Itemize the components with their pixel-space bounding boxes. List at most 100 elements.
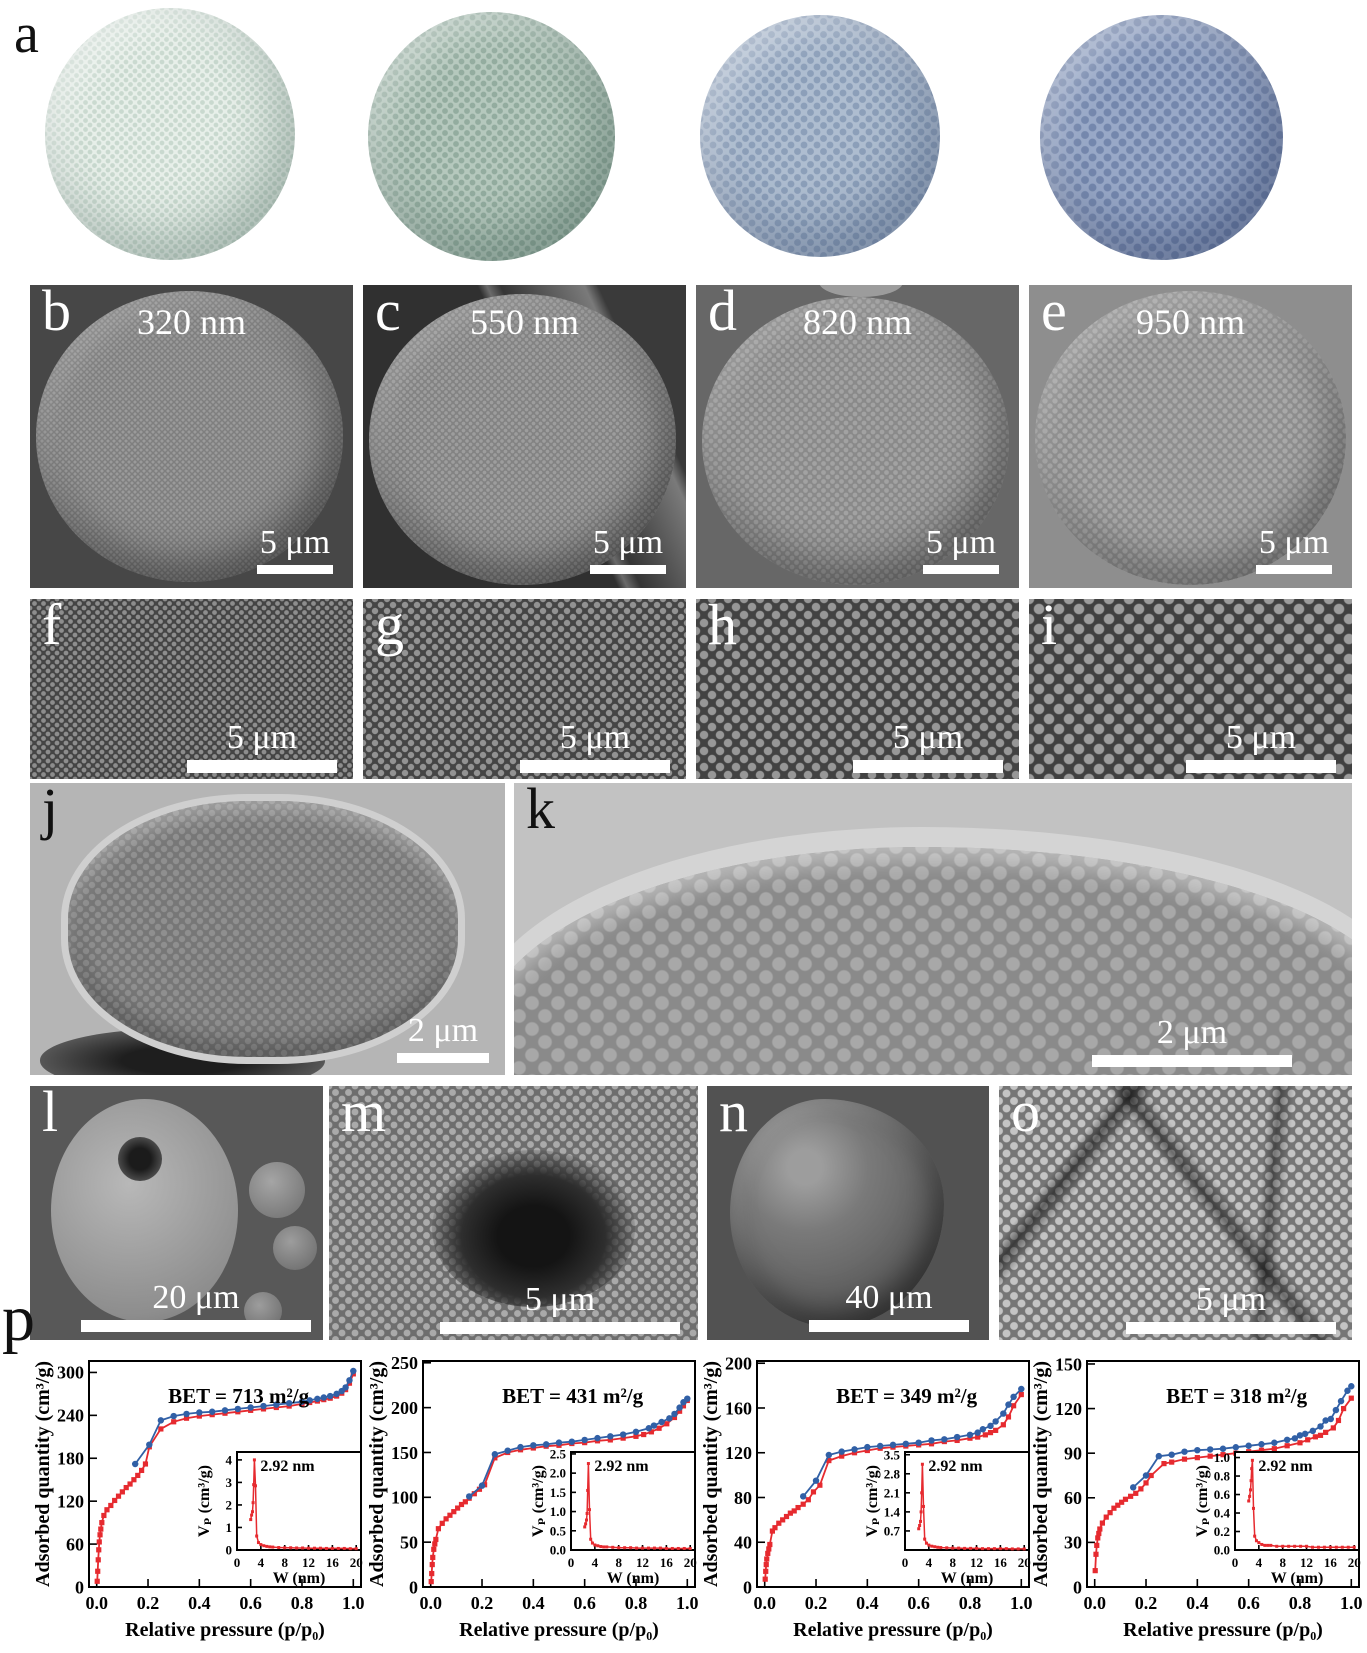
sem-panel-b: b 320 nm 5 μm bbox=[30, 285, 353, 588]
center-hole bbox=[117, 1136, 162, 1181]
scale-bar-line bbox=[520, 760, 670, 773]
svg-text:W (nm): W (nm) bbox=[941, 1570, 994, 1587]
svg-text:0.4: 0.4 bbox=[856, 1593, 879, 1613]
svg-text:0: 0 bbox=[743, 1577, 752, 1597]
scale-bar: 5 μm bbox=[1186, 720, 1336, 773]
svg-text:Vₚ (cm³/g): Vₚ (cm³/g) bbox=[1194, 1465, 1211, 1537]
svg-text:BET = 713 m²/g: BET = 713 m²/g bbox=[168, 1384, 309, 1408]
svg-text:BET = 431 m²/g: BET = 431 m²/g bbox=[502, 1384, 643, 1408]
svg-text:20: 20 bbox=[684, 1555, 697, 1570]
svg-text:0: 0 bbox=[226, 1543, 233, 1558]
svg-text:0.8: 0.8 bbox=[625, 1593, 648, 1613]
svg-text:Relative pressure (p/p₀): Relative pressure (p/p₀) bbox=[459, 1619, 659, 1641]
fold-texture-overlay bbox=[999, 1086, 1352, 1340]
scale-bar: 5 μm bbox=[1126, 1282, 1336, 1334]
scale-bar: 5 μm bbox=[257, 525, 333, 574]
scale-bar-line bbox=[1186, 760, 1336, 773]
svg-text:2.0: 2.0 bbox=[550, 1466, 566, 1481]
scale-bar: 5 μm bbox=[590, 525, 666, 574]
svg-text:Relative pressure (p/p₀): Relative pressure (p/p₀) bbox=[1123, 1619, 1323, 1641]
scale-bar-line bbox=[923, 565, 999, 574]
scale-bar-line bbox=[1092, 1055, 1292, 1067]
svg-text:0.8: 0.8 bbox=[1289, 1593, 1312, 1613]
scale-bar-line bbox=[809, 1320, 969, 1332]
svg-text:0: 0 bbox=[902, 1555, 909, 1570]
svg-text:120: 120 bbox=[57, 1491, 84, 1511]
scale-bar: 5 μm bbox=[923, 525, 999, 574]
panel-label-k: k bbox=[526, 783, 555, 841]
sem-panel-n: n 40 μm bbox=[707, 1086, 989, 1340]
svg-text:1.0: 1.0 bbox=[1214, 1450, 1230, 1465]
svg-text:1: 1 bbox=[226, 1520, 233, 1535]
svg-text:Vₚ (cm³/g): Vₚ (cm³/g) bbox=[864, 1465, 881, 1537]
small-sphere-image bbox=[273, 1225, 318, 1270]
panel-label-h: h bbox=[708, 599, 737, 657]
svg-text:Adsorbed quantity (cm³/g): Adsorbed quantity (cm³/g) bbox=[1031, 1361, 1052, 1587]
svg-text:1.5: 1.5 bbox=[550, 1485, 567, 1500]
svg-text:1.0: 1.0 bbox=[676, 1593, 699, 1613]
svg-text:2.8: 2.8 bbox=[884, 1466, 901, 1481]
svg-text:0.2: 0.2 bbox=[1214, 1524, 1230, 1539]
sem-panel-d: d 820 nm 5 μm bbox=[696, 285, 1019, 588]
svg-text:160: 160 bbox=[725, 1398, 752, 1418]
svg-text:1.4: 1.4 bbox=[884, 1504, 901, 1519]
svg-text:0.4: 0.4 bbox=[522, 1593, 545, 1613]
svg-text:0.2: 0.2 bbox=[471, 1593, 494, 1613]
svg-text:0.8: 0.8 bbox=[959, 1593, 982, 1613]
svg-text:50: 50 bbox=[400, 1532, 418, 1552]
svg-text:0: 0 bbox=[234, 1555, 241, 1570]
svg-text:0.0: 0.0 bbox=[1214, 1543, 1230, 1558]
svg-text:0.2: 0.2 bbox=[805, 1593, 828, 1613]
panel-label-a: a bbox=[14, 3, 39, 65]
scale-bar: 5 μm bbox=[520, 720, 670, 773]
svg-text:Vₚ (cm³/g): Vₚ (cm³/g) bbox=[196, 1465, 213, 1537]
panel-label-g: g bbox=[375, 599, 404, 657]
svg-text:W (nm): W (nm) bbox=[1271, 1570, 1324, 1587]
particle-size-annotation: 950 nm bbox=[1135, 302, 1246, 342]
svg-text:W (nm): W (nm) bbox=[607, 1570, 660, 1587]
panel-label-c: c bbox=[375, 285, 401, 343]
svg-text:0.2: 0.2 bbox=[1135, 1593, 1158, 1613]
sem-panel-g: g 5 μm bbox=[363, 599, 686, 779]
bet-isotherm-chart-550nm: 0.0 0.2 0.4 0.6 0.8 1.0 0 50 100 150 200 250 Relativ… bbox=[366, 1348, 703, 1648]
svg-text:16: 16 bbox=[994, 1555, 1008, 1570]
svg-text:3.5: 3.5 bbox=[884, 1447, 901, 1462]
scale-bar: 2 μm bbox=[397, 1013, 489, 1063]
particle-size-annotation: 320 nm bbox=[136, 302, 247, 342]
svg-text:30: 30 bbox=[1064, 1533, 1082, 1553]
microsphere-image bbox=[369, 294, 677, 585]
svg-text:60: 60 bbox=[1064, 1488, 1082, 1508]
svg-text:150: 150 bbox=[1055, 1354, 1082, 1374]
svg-text:0.4: 0.4 bbox=[1214, 1506, 1231, 1521]
svg-text:0.0: 0.0 bbox=[1083, 1593, 1106, 1613]
panel-label-l: l bbox=[42, 1086, 59, 1144]
svg-text:1.0: 1.0 bbox=[342, 1593, 365, 1613]
scale-bar-line bbox=[1256, 565, 1332, 574]
svg-text:0.2: 0.2 bbox=[137, 1593, 160, 1613]
particle-size-annotation: 820 nm bbox=[802, 302, 913, 342]
panel-label-e: e bbox=[1041, 285, 1067, 343]
svg-text:200: 200 bbox=[391, 1398, 418, 1418]
svg-text:BET = 349 m²/g: BET = 349 m²/g bbox=[836, 1384, 977, 1408]
rendered-cluster-950nm bbox=[1040, 15, 1283, 260]
panel-label-p: p bbox=[2, 1282, 35, 1355]
svg-text:Relative pressure (p/p₀): Relative pressure (p/p₀) bbox=[793, 1619, 993, 1641]
svg-text:8: 8 bbox=[949, 1555, 956, 1570]
small-sphere-image bbox=[249, 1162, 306, 1219]
svg-text:60: 60 bbox=[66, 1534, 84, 1554]
svg-text:2.92 nm: 2.92 nm bbox=[1258, 1458, 1313, 1475]
bet-isotherm-chart-950nm: 0.0 0.2 0.4 0.6 0.8 1.0 0 30 60 90 120 150 Relative … bbox=[1030, 1348, 1367, 1648]
svg-text:0.0: 0.0 bbox=[550, 1543, 566, 1558]
svg-text:20: 20 bbox=[350, 1555, 363, 1570]
svg-text:0.6: 0.6 bbox=[1237, 1593, 1260, 1613]
sem-panel-f: f 5 μm bbox=[30, 599, 353, 779]
svg-text:1.0: 1.0 bbox=[1010, 1593, 1033, 1613]
panel-label-b: b bbox=[42, 285, 71, 343]
svg-text:150: 150 bbox=[391, 1443, 418, 1463]
svg-text:0: 0 bbox=[568, 1555, 575, 1570]
scale-bar-line bbox=[853, 760, 1003, 773]
svg-text:2.92 nm: 2.92 nm bbox=[260, 1458, 315, 1475]
scale-bar: 5 μm bbox=[440, 1282, 680, 1334]
svg-text:2: 2 bbox=[226, 1497, 233, 1512]
